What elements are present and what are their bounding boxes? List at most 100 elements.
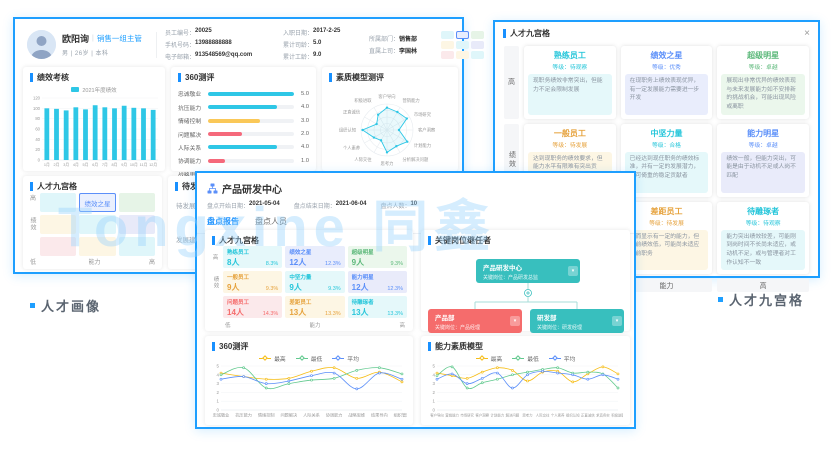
svg-text:12月: 12月 [149, 162, 157, 167]
svg-text:营销能力: 营销能力 [403, 97, 420, 104]
svg-text:正直诚信: 正直诚信 [581, 413, 595, 418]
legend-item[interactable]: 平均 [548, 354, 575, 363]
field-label: 所属部门： [369, 37, 400, 43]
legend-item[interactable]: 最低 [512, 354, 539, 363]
field-label: 累计工龄： [283, 55, 314, 61]
svg-text:解决问题: 解决问题 [506, 413, 520, 418]
close-icon[interactable]: × [804, 27, 810, 39]
report-info-row: 盘点开始日期： 2021-05-04 盘点结束日期： 2021-06-04 盘点人数： 1… [197, 196, 634, 210]
column-axis-label: 能力 [309, 323, 321, 329]
svg-text:4: 4 [433, 372, 436, 377]
legend-item[interactable]: 最低 [295, 354, 322, 363]
legend-item[interactable]: 平均 [332, 354, 359, 363]
nine-grid-stat-cell[interactable]: 差距员工 13人 13.3% [285, 296, 345, 318]
svg-text:人际关系: 人际关系 [303, 412, 320, 419]
org-node-rnd[interactable]: 研发部 关键岗位：研发经理 ▾ [530, 309, 624, 333]
legend-marker [512, 354, 525, 361]
expand-node-button[interactable]: ▾ [510, 316, 520, 326]
svg-text:60: 60 [35, 127, 40, 132]
svg-text:市场研究: 市场研究 [414, 111, 432, 118]
evaluation-row: 情绪控制 3.0 [171, 116, 316, 126]
mini-grid-cell [456, 30, 469, 39]
nine-grid-stat-cell[interactable]: 熟练员工 8人 8.3% [223, 246, 283, 268]
column-axis-label: 高 [717, 279, 809, 293]
nine-grid-cell[interactable]: 绩效之星 [79, 193, 116, 212]
cell-count: 13人 [289, 308, 307, 317]
nine-grid-cell [79, 215, 116, 234]
cell-category-name: 待雕琢者 [351, 300, 374, 306]
category-name: 超级明星 [747, 51, 780, 60]
card-title: 人才九宫格 [37, 182, 77, 191]
nine-grid-stat-cell[interactable]: 一般员工 9人 9.3% [223, 271, 283, 293]
nine-grid-stat-cell[interactable]: 问题员工 14人 14.3% [223, 296, 283, 318]
caption-talent-portrait: 人才画像 [30, 296, 101, 315]
field-label: 直属上司： [369, 49, 400, 55]
svg-text:1: 1 [433, 399, 436, 404]
legend-marker [475, 354, 488, 361]
svg-text:人际交往: 人际交往 [536, 413, 550, 418]
svg-text:3: 3 [433, 381, 436, 386]
nine-grid-stat-cell[interactable]: 绩效之星 12人 12.3% [285, 246, 345, 268]
svg-text:3月: 3月 [63, 162, 69, 167]
evaluation-row: 协调能力 1.0 [171, 156, 316, 166]
svg-text:战略思维: 战略思维 [348, 412, 365, 419]
expand-node-button[interactable]: ▾ [568, 266, 578, 276]
org-node-product[interactable]: 产品部 关键岗位：产品经理 ▾ [428, 309, 522, 333]
svg-text:100: 100 [33, 106, 41, 111]
field-value: 13988888888 [195, 40, 232, 46]
expand-node-button[interactable]: ▾ [612, 316, 622, 326]
svg-text:80: 80 [35, 116, 40, 121]
report-nine-grid-card: 人才九宫格 高 熟练员工 8人 8.3% 绩效之星 12人 12.3% 超级明星 9人 9.3% 绩… [205, 230, 413, 331]
report-title: 产品研发中心 [222, 185, 282, 196]
svg-text:0: 0 [217, 408, 220, 413]
evaluation-bar-track [208, 145, 294, 150]
svg-text:3: 3 [217, 381, 220, 386]
nine-grid-stat-cell[interactable]: 能力明星 12人 12.3% [347, 271, 407, 293]
nine-grid-stat-cell[interactable]: 超级明星 9人 9.3% [347, 246, 407, 268]
legend-diamond-icon [335, 354, 342, 361]
evaluation-dimension-label: 抗压能力 [178, 105, 202, 112]
evaluation-dimension-label: 战略思维 [178, 170, 205, 179]
bar-chart-legend[interactable]: 2021年度绩效 [23, 85, 165, 94]
nine-grid-category-card: 待雕琢者 等级：待观察 能力突出绩效较差，可能刚到岗时间不长尚未适应，或动机不足，或… [717, 201, 809, 275]
field-value: 2017-2-25 [313, 28, 341, 34]
svg-text:2: 2 [433, 390, 436, 395]
cell-category-name: 熟练员工 [227, 250, 250, 256]
legend-label: 最高 [490, 356, 503, 363]
title-bar-icon [175, 182, 178, 191]
development-item-label: 待发展项： [176, 203, 209, 210]
legend-diamond-icon [262, 354, 268, 361]
svg-text:5月: 5月 [83, 162, 89, 167]
legend-diamond-icon [298, 354, 305, 361]
avatar [27, 30, 56, 59]
category-name: 能力明星 [747, 128, 780, 138]
nine-grid-stat-cell[interactable]: 待雕琢者 13人 13.3% [347, 296, 407, 318]
cell-category-name: 差距员工 [289, 300, 312, 306]
svg-text:结果导向: 结果导向 [371, 412, 388, 419]
report-nine-grid: 高熟练员工 8人 8.3% 绩效之星 12人 12.3% 超级明星 9人 9.3% 绩效 一般员工 9… [211, 246, 407, 329]
legend-label: 平均 [347, 356, 359, 363]
nine-grid-category-card: 超级明星 等级：卓越 展现出非常优异的绩效表现与未来发展能力如不安排新的挑战机会，可… [717, 46, 809, 119]
evaluation-bar-fill [208, 105, 277, 110]
nine-grid-stat-cell[interactable]: 中坚力量 9人 9.3% [285, 271, 345, 293]
cell-percent: 12.3% [325, 261, 341, 267]
org-node-root[interactable]: 产品研发中心 关键岗位：产品研发总监 ▾ [476, 259, 580, 283]
org-node-name: 研发部 [537, 315, 557, 322]
cell-count: 14人 [227, 308, 244, 317]
evaluation-score: 5.0 [300, 90, 309, 97]
svg-text:2月: 2月 [54, 162, 60, 167]
cell-stat-row: 9人 9.3% [227, 282, 278, 293]
svg-text:个人素养: 个人素养 [343, 145, 361, 152]
svg-text:积极进取: 积极进取 [611, 413, 623, 418]
cell-count: 13人 [351, 308, 369, 317]
nine-grid-category-card: 绩效之星 等级：优秀 在现职务上绩效表现优异，有一定发展能力需要进一步开发 [620, 46, 713, 119]
title-bar-icon [30, 73, 33, 82]
cell-category-name: 绩效之星 [289, 250, 312, 256]
field-label: 手机号码： [165, 43, 196, 49]
tab-people[interactable]: 盘点人员 [255, 217, 287, 226]
svg-text:忠诚敬业: 忠诚敬业 [213, 412, 230, 419]
legend-item[interactable]: 最高 [475, 354, 503, 363]
legend-item[interactable]: 最高 [259, 354, 286, 363]
nine-grid-cell [118, 215, 155, 234]
